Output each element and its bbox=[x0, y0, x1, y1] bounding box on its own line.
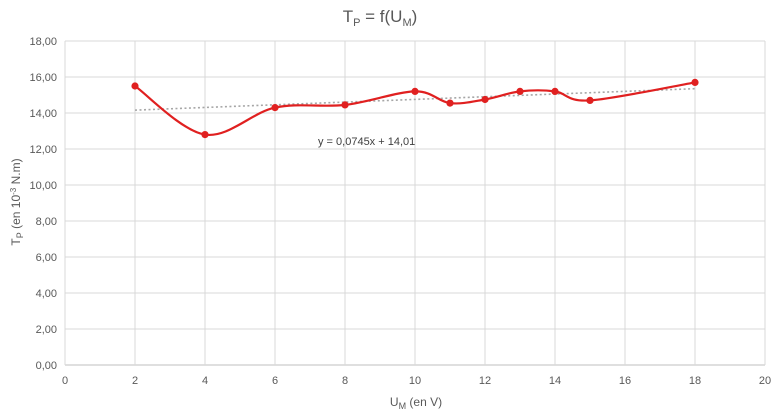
y-tick-label: 18,00 bbox=[29, 36, 57, 48]
y-tick-label: 2,00 bbox=[36, 324, 57, 336]
x-tick-label: 6 bbox=[272, 375, 278, 387]
data-point bbox=[516, 87, 524, 95]
data-point bbox=[341, 101, 349, 109]
data-points bbox=[131, 78, 699, 139]
x-tick-label: 14 bbox=[549, 375, 561, 387]
data-point bbox=[481, 95, 489, 104]
x-tick-label: 10 bbox=[409, 375, 421, 387]
y-tick-label: 10,00 bbox=[29, 180, 57, 192]
data-point bbox=[411, 87, 419, 95]
y-axis-title: TP (en 10-3 N.m) bbox=[9, 158, 25, 245]
x-axis-title: UM (en V) bbox=[390, 395, 442, 411]
trendline bbox=[134, 87, 696, 111]
data-point bbox=[201, 131, 209, 139]
trendline-equation: y = 0,0745x + 14,01 bbox=[318, 136, 415, 148]
y-tick-label: 8,00 bbox=[36, 216, 57, 228]
data-point bbox=[551, 87, 559, 95]
data-point bbox=[131, 82, 139, 90]
chart-title: TP = f(UM) bbox=[343, 7, 418, 29]
data-point bbox=[446, 99, 454, 107]
x-tick-label: 18 bbox=[689, 375, 701, 387]
x-tick-label: 0 bbox=[62, 375, 68, 387]
y-tick-label: 4,00 bbox=[36, 288, 57, 300]
x-tick-label: 4 bbox=[202, 375, 208, 387]
y-tick-label: 0,00 bbox=[36, 360, 57, 372]
x-tick-label: 12 bbox=[479, 375, 491, 387]
gridlines bbox=[64, 40, 766, 366]
y-tick-labels: 0,00 2,00 4,00 6,00 8,00 10,00 12,00 14,00 16,00… bbox=[29, 36, 57, 372]
x-tick-labels: 0 2 4 6 8 10 12 14 16 18 20 bbox=[62, 375, 771, 387]
y-tick-label: 16,00 bbox=[29, 72, 57, 84]
data-point bbox=[691, 78, 699, 86]
y-tick-label: 6,00 bbox=[36, 252, 57, 264]
y-tick-label: 12,00 bbox=[29, 144, 57, 156]
x-tick-label: 2 bbox=[132, 375, 138, 387]
x-tick-label: 16 bbox=[619, 375, 631, 387]
data-point bbox=[586, 96, 594, 104]
data-point bbox=[271, 104, 279, 112]
x-tick-label: 8 bbox=[342, 375, 348, 387]
x-tick-label: 20 bbox=[759, 375, 771, 387]
y-tick-label: 14,00 bbox=[29, 108, 57, 120]
